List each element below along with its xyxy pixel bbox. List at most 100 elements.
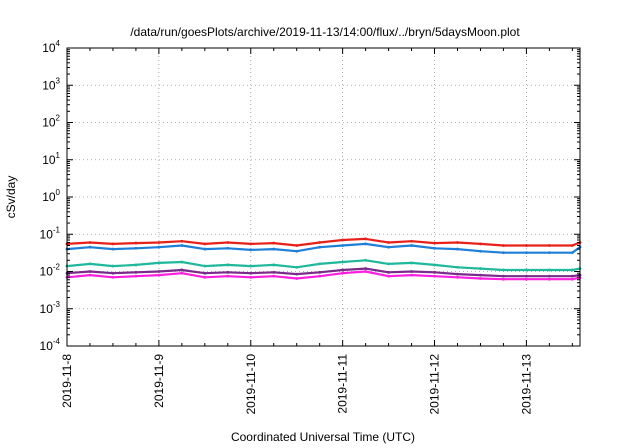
x-axis-label: Coordinated Universal Time (UTC) bbox=[231, 430, 415, 444]
series-5-point bbox=[180, 271, 184, 275]
series-2-point bbox=[157, 245, 161, 249]
series-1-point bbox=[111, 242, 115, 246]
y-tick-base: 10 bbox=[40, 265, 54, 279]
series-1-point bbox=[364, 237, 368, 241]
series-1-point bbox=[547, 244, 551, 247]
series-1-point bbox=[157, 241, 161, 244]
y-tick-label: 10-1 bbox=[40, 225, 61, 241]
series-1-point bbox=[341, 238, 345, 242]
series-3-point bbox=[525, 268, 528, 272]
y-axis-label: cSv/day bbox=[4, 176, 18, 219]
series-1-point bbox=[318, 241, 322, 244]
series-5-point bbox=[88, 273, 92, 277]
series-3-point bbox=[570, 268, 574, 272]
series-2-point bbox=[387, 245, 390, 249]
y-tick-base: 10 bbox=[42, 153, 56, 167]
series-3-point bbox=[433, 263, 436, 267]
y-tick-exponent: -3 bbox=[53, 300, 61, 309]
series-4-point bbox=[479, 273, 482, 277]
series-5-point bbox=[547, 277, 551, 281]
x-tick-label: 2019-11-13 bbox=[519, 354, 533, 415]
series-1-point bbox=[180, 239, 184, 243]
series-5-point bbox=[157, 273, 161, 277]
y-tick-base: 10 bbox=[40, 302, 54, 316]
series-3-point bbox=[249, 264, 253, 268]
series-3-point bbox=[387, 262, 390, 266]
series-3-point bbox=[88, 262, 92, 266]
series-1-point bbox=[433, 241, 436, 245]
series-1-point bbox=[134, 241, 138, 245]
y-tick-base: 10 bbox=[40, 339, 54, 353]
series-2-point bbox=[570, 251, 574, 255]
series-5-point bbox=[341, 271, 345, 275]
series-1-point bbox=[502, 244, 505, 247]
x-tick-label: 2019-11-11 bbox=[336, 354, 350, 414]
y-tick-label: 100 bbox=[42, 188, 60, 204]
series-5-point bbox=[364, 270, 368, 273]
series-1-point bbox=[295, 244, 299, 247]
series-3-point bbox=[364, 258, 368, 262]
series-2-point bbox=[272, 247, 276, 251]
series-3-point bbox=[295, 265, 299, 269]
x-tick-label: 2019-11-10 bbox=[244, 354, 258, 415]
y-tick-exponent: -4 bbox=[53, 337, 61, 346]
series-3-point bbox=[410, 261, 413, 265]
y-tick-label: 10-3 bbox=[40, 300, 61, 316]
series-3-point bbox=[318, 262, 322, 266]
series-4-point bbox=[387, 270, 390, 274]
y-tick-base: 10 bbox=[42, 41, 56, 55]
y-tick-label: 103 bbox=[42, 76, 60, 92]
series-5-point bbox=[249, 275, 253, 279]
series-line-4 bbox=[66, 267, 581, 278]
series-line-5 bbox=[66, 270, 581, 281]
y-tick-base: 10 bbox=[40, 227, 54, 241]
series-4-point bbox=[502, 274, 505, 278]
series-2-point bbox=[226, 246, 230, 250]
y-tick-label: 104 bbox=[42, 39, 60, 55]
series-4-point bbox=[525, 274, 528, 278]
series-4-point bbox=[547, 274, 551, 278]
series-2-point bbox=[111, 247, 115, 251]
series-4-point bbox=[364, 267, 368, 270]
series-3-point bbox=[180, 260, 184, 264]
series-line-3 bbox=[66, 259, 581, 272]
y-tick-label: 102 bbox=[42, 114, 60, 130]
series-layer bbox=[65, 237, 582, 281]
series-4-point bbox=[88, 270, 92, 273]
series-2-point bbox=[456, 247, 459, 251]
series-2-point bbox=[203, 247, 207, 251]
y-tick-exponent: 3 bbox=[56, 76, 61, 85]
series-5-point bbox=[134, 274, 138, 278]
series-1-point bbox=[203, 242, 207, 246]
series-3-point bbox=[272, 263, 276, 267]
series-4-point bbox=[272, 270, 276, 274]
series-2-point bbox=[364, 242, 368, 246]
series-2-point bbox=[295, 249, 299, 253]
series-3-point bbox=[157, 261, 161, 265]
series-5-point bbox=[502, 277, 505, 281]
series-4-point bbox=[410, 270, 413, 273]
y-tick-exponent: 1 bbox=[56, 151, 61, 160]
series-1-point bbox=[525, 244, 528, 247]
series-4-point bbox=[318, 270, 322, 274]
series-1-point bbox=[410, 239, 413, 243]
series-2-point bbox=[134, 246, 138, 250]
series-2-point bbox=[479, 249, 482, 253]
series-3-point bbox=[479, 267, 482, 270]
y-tick-exponent: 0 bbox=[56, 188, 61, 197]
series-4-point bbox=[180, 268, 184, 272]
series-3-point bbox=[456, 265, 459, 269]
y-tick-exponent: -2 bbox=[53, 263, 61, 272]
series-3-point bbox=[341, 260, 345, 264]
y-tick-label: 10-4 bbox=[40, 337, 61, 353]
series-line-2 bbox=[66, 242, 581, 254]
x-tick-label: 2019-11-8 bbox=[60, 354, 74, 408]
series-1-point bbox=[387, 241, 390, 244]
y-tick-base: 10 bbox=[42, 116, 56, 130]
series-1-point bbox=[249, 242, 253, 246]
series-2-point bbox=[341, 244, 345, 247]
series-5-point bbox=[479, 277, 482, 280]
x-axis-ticks: 2019-11-8 2019-11-9 2019-11-10 2019-11-11 20… bbox=[60, 48, 573, 415]
